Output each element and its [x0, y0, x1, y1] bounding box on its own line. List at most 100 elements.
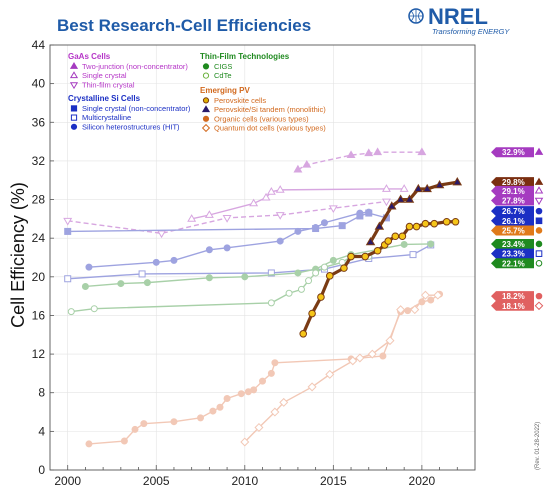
- series-line: [244, 294, 438, 443]
- data-point: [413, 183, 424, 193]
- record-badge-text: 27.8%: [502, 197, 525, 206]
- data-point: [117, 280, 125, 288]
- series-line-outline: [301, 220, 456, 335]
- record-badge-text: 29.1%: [502, 187, 525, 196]
- data-point: [237, 390, 245, 398]
- data-point: [355, 353, 365, 363]
- data-point: [64, 227, 72, 235]
- record-badge-29-1: 29.1%: [491, 185, 544, 196]
- data-point: [338, 222, 346, 230]
- series-single-crystal: [187, 184, 409, 222]
- legend-item: Organic cells (various types): [214, 114, 309, 123]
- data-point: [285, 289, 293, 297]
- data-point: [427, 240, 435, 248]
- data-point: [305, 277, 313, 285]
- data-point: [67, 308, 75, 316]
- data-point: [365, 208, 373, 216]
- legend-marker-quantum-dot-cells-various-types: [201, 123, 211, 133]
- series-quantum-dot-cells-various-types: [240, 290, 443, 447]
- record-badge-bg: [491, 206, 534, 217]
- data-point: [223, 244, 231, 252]
- record-badge-23-4: 23.4%: [491, 238, 543, 249]
- data-point: [312, 269, 320, 277]
- data-point: [312, 224, 320, 232]
- data-point: [267, 299, 275, 307]
- data-point: [412, 222, 421, 231]
- legend-item: CdTe: [214, 71, 232, 80]
- data-point: [170, 256, 178, 264]
- data-point: [328, 205, 338, 214]
- record-badge-25-7: 25.7%: [491, 225, 543, 236]
- record-badge-26-7: 26.7%: [491, 206, 543, 217]
- data-point: [143, 279, 151, 287]
- legend-marker-perovskite-si-tandem-monolithic: [201, 105, 211, 113]
- series-cigs: [81, 240, 435, 290]
- record-badge-bg: [491, 215, 534, 226]
- data-point: [275, 212, 285, 220]
- record-badge-18-1: 18.1%: [491, 300, 544, 311]
- data-point: [90, 305, 98, 313]
- data-point: [404, 194, 415, 203]
- legend-item: Thin-film crystal: [82, 80, 135, 89]
- record-badge-marker: [535, 207, 543, 215]
- data-point: [434, 179, 445, 189]
- record-badge-marker: [534, 197, 544, 206]
- nrel-logo: NREL Transforming ENERGY: [408, 4, 510, 36]
- data-point: [297, 285, 305, 293]
- nrel-logo-word: NREL: [428, 4, 488, 29]
- data-point: [294, 269, 302, 277]
- series-two-junction-non-concentrator: [293, 147, 427, 173]
- revision-note: (Rev. 01-28-2022): [535, 422, 541, 470]
- y-tick-label: 8: [38, 386, 45, 400]
- data-point: [400, 240, 408, 248]
- data-point: [347, 252, 355, 261]
- data-point: [197, 414, 205, 422]
- data-point: [451, 217, 460, 226]
- record-badge-bg: [491, 248, 534, 259]
- data-point: [391, 232, 400, 241]
- legend-item: Two-junction (non-concentrator): [82, 62, 188, 71]
- record-badge-text: 26.1%: [502, 217, 525, 226]
- data-point: [308, 309, 316, 318]
- data-point: [276, 237, 284, 245]
- record-badge-26-1: 26.1%: [491, 215, 543, 226]
- record-badge-marker: [534, 147, 544, 155]
- record-badge-text: 22.1%: [502, 259, 525, 268]
- y-tick-label: 40: [32, 77, 46, 91]
- data-point: [427, 296, 435, 304]
- data-point: [356, 209, 364, 217]
- y-tick-label: 32: [32, 154, 46, 168]
- record-badge-23-3: 23.3%: [491, 248, 543, 259]
- data-point: [395, 194, 406, 203]
- x-tick-label: 2000: [54, 474, 81, 488]
- data-point: [187, 214, 197, 222]
- data-point: [205, 274, 213, 282]
- data-point: [157, 230, 167, 239]
- legend-item: Perovskite cells: [214, 96, 266, 105]
- series-perovskite-si-tandem-monolithic: [365, 177, 463, 246]
- y-axis-label: Cell Efficiency (%): [8, 182, 28, 328]
- record-badge-text: 25.7%: [502, 226, 525, 235]
- data-point: [348, 356, 358, 366]
- data-point: [430, 219, 439, 228]
- y-tick-label: 4: [38, 424, 45, 438]
- data-point: [293, 164, 303, 173]
- data-point: [275, 185, 285, 193]
- legend-item: Single crystal: [82, 71, 127, 80]
- record-badge-marker: [535, 240, 543, 248]
- data-point: [409, 251, 417, 259]
- data-point: [387, 201, 397, 210]
- record-badge-marker: [534, 186, 544, 194]
- series-thin-film-crystal: [63, 198, 391, 239]
- legend-marker-thin-film-crystal: [69, 82, 79, 90]
- data-point: [317, 293, 325, 301]
- record-badge-bg: [491, 195, 534, 206]
- data-point: [267, 269, 275, 277]
- legend-marker-single-crystal-non-concentrator: [70, 105, 78, 112]
- legend-group-title: Thin-Film Technologies: [200, 52, 290, 61]
- data-point: [404, 307, 412, 315]
- data-point: [81, 282, 89, 290]
- record-badge-text: 29.8%: [502, 178, 525, 187]
- legend-item: Single crystal (non-concentrator): [82, 104, 191, 113]
